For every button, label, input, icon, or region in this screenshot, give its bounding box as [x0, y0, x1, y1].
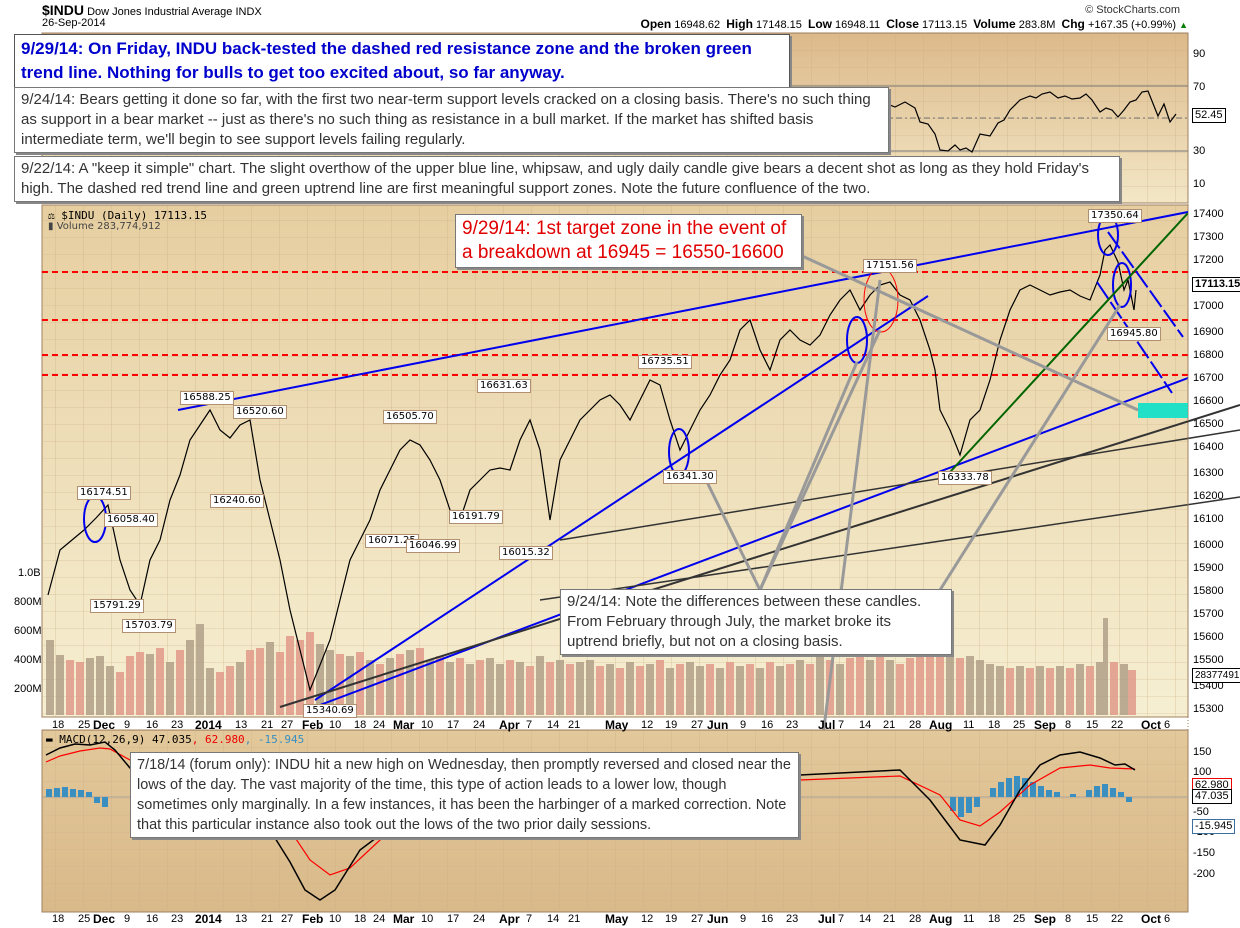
- macd-panel-label: ▬ MACD(12,26,9) 47.035, 62.980, -15.945: [46, 733, 305, 746]
- price-label: 15791.29: [90, 599, 144, 613]
- chart-date: 26-Sep-2014: [42, 17, 106, 29]
- price-path: [47, 243, 1137, 692]
- price-label-text: $INDU (Daily) 17113.15: [61, 209, 207, 222]
- price-label: 16333.78: [938, 471, 992, 485]
- close-label: Close: [886, 17, 919, 31]
- macd-label-signal: , 62.980: [191, 733, 245, 746]
- price-label: 16015.32: [499, 546, 553, 560]
- price-value-tag: 17113.15: [1192, 277, 1240, 292]
- annotation-note-0924: 9/24/14: Bears getting it done so far, w…: [14, 87, 889, 153]
- price-label: 16505.70: [383, 410, 437, 424]
- close-value: 17113.15: [922, 19, 968, 31]
- price-label: 16735.51: [638, 355, 692, 369]
- price-label: 16058.40: [104, 513, 158, 527]
- price-label: 16240.60: [210, 494, 264, 508]
- up-arrow-icon: ▲: [1179, 20, 1188, 30]
- annotation-note-forum: 7/18/14 (forum only): INDU hit a new hig…: [130, 752, 799, 838]
- chg-label: Chg: [1061, 17, 1085, 31]
- price-label: 16520.60: [233, 405, 287, 419]
- low-value: 16948.11: [835, 19, 881, 31]
- high-label: High: [726, 17, 753, 31]
- chg-value: +167.35 (+0.99%): [1087, 19, 1177, 31]
- chart-title: $INDU Dow Jones Industrial Average INDX: [42, 2, 262, 18]
- trend-lines-blue: [83, 211, 1189, 706]
- volume-label: Volume: [973, 17, 1016, 31]
- rsi-value-tag: 52.45: [1192, 108, 1226, 123]
- annotation-note-target-zone: 9/29/14: 1st target zone in the event of…: [455, 214, 802, 268]
- volume-bars: [46, 618, 1136, 715]
- price-label: 16588.25: [180, 391, 234, 405]
- ohlc-summary: Open 16948.62 High 17148.15 Low 16948.11…: [640, 17, 1188, 31]
- green-uptrend: [939, 212, 1189, 484]
- volume-value: 283.8M: [1018, 19, 1056, 31]
- price-label: 16945.80: [1107, 327, 1161, 341]
- high-value: 17148.15: [755, 19, 802, 31]
- volume-value-tag: 28377491: [1192, 668, 1240, 683]
- price-label: 16631.63: [477, 379, 531, 393]
- price-label: 17350.64: [1088, 209, 1142, 223]
- resistance-lines: [42, 271, 1188, 376]
- price-label: 17151.56: [863, 259, 917, 273]
- price-panel-label: ⚖ $INDU (Daily) 17113.15: [48, 209, 207, 222]
- annotation-note-candles: 9/24/14: Note the differences between th…: [560, 589, 952, 655]
- open-value: 16948.62: [674, 19, 721, 31]
- symbol-name: Dow Jones Industrial Average INDX: [87, 6, 262, 18]
- macd-label-hist: , -15.945: [244, 733, 305, 746]
- price-label: 16341.30: [663, 470, 717, 484]
- volume-panel-label: ▮ Volume 283,774,912: [48, 221, 161, 232]
- target-zone: [1138, 403, 1188, 418]
- open-label: Open: [640, 17, 672, 31]
- annotation-note-0929-blue: 9/29/14: On Friday, INDU back-tested the…: [14, 34, 790, 88]
- price-panel: [41, 204, 1240, 761]
- macd-label-main: MACD(12,26,9) 47.035: [59, 733, 192, 746]
- price-label: 16046.99: [406, 539, 460, 553]
- copyright: © StockCharts.com: [1085, 4, 1180, 16]
- price-label: 15340.69: [303, 704, 357, 718]
- low-label: Low: [807, 17, 832, 31]
- symbol: $INDU: [42, 2, 85, 18]
- macd-hist-tag: -15.945: [1192, 819, 1236, 834]
- price-label: 16174.51: [77, 486, 131, 500]
- price-label: 16191.79: [449, 510, 503, 524]
- price-label: 16071.25: [365, 534, 419, 548]
- callout-pointers: [705, 253, 1139, 761]
- trend-lines-black: [279, 404, 1240, 708]
- annotation-note-0922: 9/22/14: A "keep it simple" chart. The s…: [14, 156, 1120, 202]
- macd-value-tag: 47.035: [1192, 789, 1232, 804]
- price-label: 15703.79: [122, 619, 176, 633]
- volume-label-text: Volume 283,774,912: [56, 221, 161, 232]
